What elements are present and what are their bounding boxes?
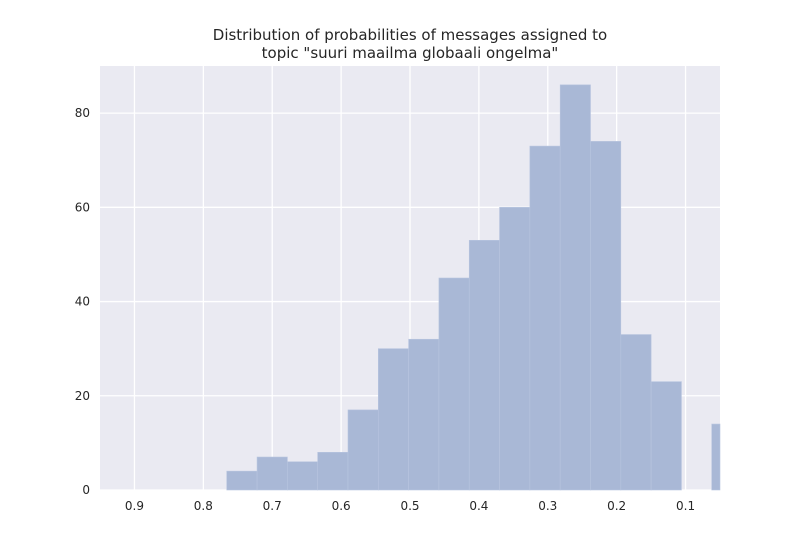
y-tick-label: 80 <box>75 106 90 120</box>
histogram-bar <box>408 338 440 491</box>
x-axis-ticks: 0.9 0.8 0.7 0.6 0.5 0.4 0.3 0.2 0.1 <box>125 499 695 513</box>
histogram-bar <box>256 456 288 491</box>
histogram-bar <box>590 141 622 491</box>
y-tick-label: 0 <box>82 483 90 497</box>
histogram-bar <box>559 84 591 491</box>
histogram-bars <box>226 84 721 491</box>
histogram-bar <box>711 423 721 491</box>
x-tick-label: 0.8 <box>194 499 213 513</box>
histogram-bar <box>226 470 258 491</box>
histogram-bar <box>468 240 500 491</box>
histogram-bar <box>317 452 349 491</box>
y-tick-label: 20 <box>75 389 90 403</box>
y-axis-ticks: 0 20 40 60 80 <box>75 106 90 497</box>
x-tick-label: 0.9 <box>125 499 144 513</box>
x-tick-label: 0.4 <box>469 499 488 513</box>
histogram-bar <box>438 277 470 491</box>
x-tick-label: 0.5 <box>400 499 419 513</box>
x-tick-label: 0.7 <box>263 499 282 513</box>
chart-title-line-1: Distribution of probabilities of message… <box>213 26 607 44</box>
histogram-bar <box>347 409 379 491</box>
chart-title-line-2: topic "suuri maailma globaali ongelma" <box>262 44 559 62</box>
x-tick-label: 0.6 <box>332 499 351 513</box>
histogram-bar <box>650 381 682 491</box>
histogram-bar <box>287 461 318 491</box>
x-tick-label: 0.3 <box>538 499 557 513</box>
histogram-bar <box>378 348 409 491</box>
histogram-bar <box>499 207 531 491</box>
y-tick-label: 40 <box>75 295 90 309</box>
x-tick-label: 0.2 <box>607 499 626 513</box>
x-tick-label: 0.1 <box>676 499 695 513</box>
histogram-bar <box>529 145 561 491</box>
y-tick-label: 60 <box>75 200 90 214</box>
histogram-bar <box>620 334 652 491</box>
